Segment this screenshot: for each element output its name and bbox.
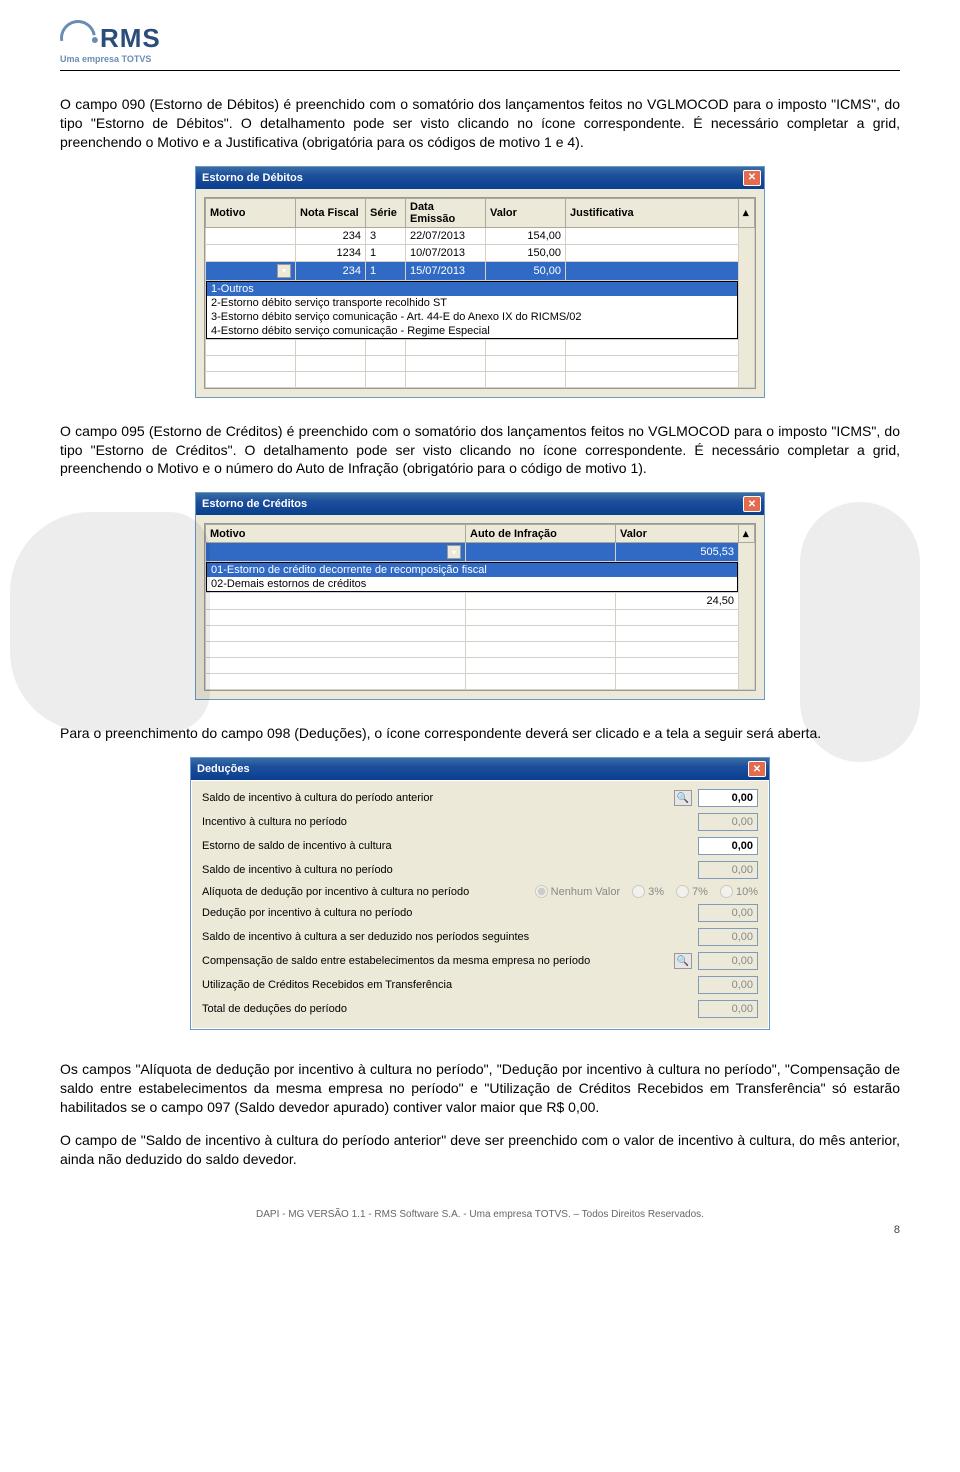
radio-option[interactable]	[535, 885, 548, 898]
field-label: Incentivo à cultura no período	[202, 816, 698, 828]
field-value: 0,00	[698, 904, 758, 922]
col-motivo: Motivo	[206, 525, 466, 543]
form-row: Estorno de saldo de incentivo à cultura0…	[202, 837, 758, 855]
table-row[interactable]: 234322/07/2013154,00	[206, 227, 755, 244]
dropdown-option[interactable]: 4-Estorno débito serviço comunicação - R…	[207, 324, 737, 338]
field-value: 0,00	[698, 861, 758, 879]
radio-group[interactable]: Nenhum Valor3%7%10%	[535, 885, 758, 898]
window-title: Deduções	[197, 763, 748, 775]
header-divider	[60, 70, 900, 71]
dropdown-option[interactable]: 1-Outros	[207, 282, 737, 296]
form-row: Saldo de incentivo à cultura do período …	[202, 789, 758, 807]
paragraph-2: O campo 095 (Estorno de Créditos) é pree…	[60, 422, 900, 479]
radio-option[interactable]	[632, 885, 645, 898]
col-valor: Valor	[616, 525, 739, 543]
grid-debitos: Motivo Nota Fiscal Série Data Emissão Va…	[204, 197, 756, 389]
window-deducoes: Deduções ✕ Saldo de incentivo à cultura …	[190, 757, 770, 1030]
col-nf: Nota Fiscal	[296, 198, 366, 227]
paragraph-4: Os campos "Alíquota de dedução por incen…	[60, 1060, 900, 1117]
field-label: Dedução por incentivo à cultura no perío…	[202, 907, 698, 919]
window-estorno-debitos: Estorno de Débitos ✕ Motivo Nota Fiscal …	[195, 166, 765, 398]
col-serie: Série	[366, 198, 406, 227]
paragraph-1: O campo 090 (Estorno de Débitos) é preen…	[60, 95, 900, 152]
close-icon[interactable]: ✕	[743, 170, 761, 186]
table-row[interactable]: 1234110/07/2013150,00	[206, 244, 755, 261]
field-value[interactable]: 0,00	[698, 789, 758, 807]
chevron-down-icon[interactable]: ▾	[447, 545, 461, 559]
table-row[interactable]: 24,50	[206, 593, 755, 610]
page-number: 8	[60, 1224, 900, 1236]
field-value[interactable]: 0,00	[698, 837, 758, 855]
footer-text: DAPI - MG VERSÃO 1.1 - RMS Software S.A.…	[60, 1209, 900, 1220]
close-icon[interactable]: ✕	[743, 496, 761, 512]
field-value: 0,00	[698, 1000, 758, 1018]
titlebar: Deduções ✕	[191, 758, 769, 780]
motivo-dropdown[interactable]: 01-Estorno de crédito decorrente de reco…	[206, 562, 738, 592]
table-row[interactable]: ▾234115/07/201350,00	[206, 261, 755, 280]
form-row: Dedução por incentivo à cultura no perío…	[202, 904, 758, 922]
binoculars-icon[interactable]: 🔍	[674, 790, 692, 806]
logo-block: RMS Uma empresa TOTVS	[60, 20, 900, 64]
form-row: Total de deduções do período0,00	[202, 1000, 758, 1018]
form-row: Saldo de incentivo à cultura no período0…	[202, 861, 758, 879]
col-motivo: Motivo	[206, 198, 296, 227]
col-auto: Auto de Infração	[466, 525, 616, 543]
scroll-up-icon[interactable]: ▴	[739, 198, 755, 227]
field-value: 0,00	[698, 813, 758, 831]
field-value: 0,00	[698, 952, 758, 970]
form-row: Saldo de incentivo à cultura a ser deduz…	[202, 928, 758, 946]
field-label: Saldo de incentivo à cultura no período	[202, 864, 698, 876]
field-label: Total de deduções do período	[202, 1003, 698, 1015]
motivo-dropdown[interactable]: 1-Outros 2-Estorno débito serviço transp…	[206, 281, 738, 339]
radio-option[interactable]	[676, 885, 689, 898]
window-title: Estorno de Débitos	[202, 172, 743, 184]
col-data: Data Emissão	[406, 198, 486, 227]
titlebar: Estorno de Créditos ✕	[196, 493, 764, 515]
window-title: Estorno de Créditos	[202, 498, 743, 510]
field-label: Alíquota de dedução por incentivo à cult…	[202, 886, 535, 898]
dropdown-option[interactable]: 3-Estorno débito serviço comunicação - A…	[207, 310, 737, 324]
window-estorno-creditos: Estorno de Créditos ✕ Motivo Auto de Inf…	[195, 492, 765, 700]
paragraph-5: O campo de "Saldo de incentivo à cultura…	[60, 1131, 900, 1169]
col-just: Justificativa	[566, 198, 739, 227]
field-label: Utilização de Créditos Recebidos em Tran…	[202, 979, 698, 991]
form-deducoes: Saldo de incentivo à cultura do período …	[191, 780, 769, 1029]
dropdown-option[interactable]: 2-Estorno débito serviço transporte reco…	[207, 296, 737, 310]
form-row: Alíquota de dedução por incentivo à cult…	[202, 885, 758, 898]
form-row: Incentivo à cultura no período0,00	[202, 813, 758, 831]
dropdown-option[interactable]: 01-Estorno de crédito decorrente de reco…	[207, 563, 737, 577]
field-label: Compensação de saldo entre estabelecimen…	[202, 955, 674, 967]
field-label: Saldo de incentivo à cultura a ser deduz…	[202, 931, 698, 943]
close-icon[interactable]: ✕	[748, 761, 766, 777]
col-valor: Valor	[486, 198, 566, 227]
table-row[interactable]: ▾505,53	[206, 543, 755, 562]
dropdown-option[interactable]: 02-Demais estornos de créditos	[207, 577, 737, 591]
field-label: Saldo de incentivo à cultura do período …	[202, 792, 674, 804]
scroll-up-icon[interactable]: ▴	[739, 525, 755, 543]
chevron-down-icon[interactable]: ▾	[277, 264, 291, 278]
radio-option[interactable]	[720, 885, 733, 898]
field-value: 0,00	[698, 976, 758, 994]
titlebar: Estorno de Débitos ✕	[196, 167, 764, 189]
binoculars-icon[interactable]: 🔍	[674, 953, 692, 969]
field-label: Estorno de saldo de incentivo à cultura	[202, 840, 698, 852]
field-value: 0,00	[698, 928, 758, 946]
logo-text: RMS	[100, 23, 161, 54]
grid-creditos: Motivo Auto de Infração Valor ▴ ▾505,53 …	[204, 523, 756, 691]
form-row: Utilização de Créditos Recebidos em Tran…	[202, 976, 758, 994]
form-row: Compensação de saldo entre estabelecimen…	[202, 952, 758, 970]
